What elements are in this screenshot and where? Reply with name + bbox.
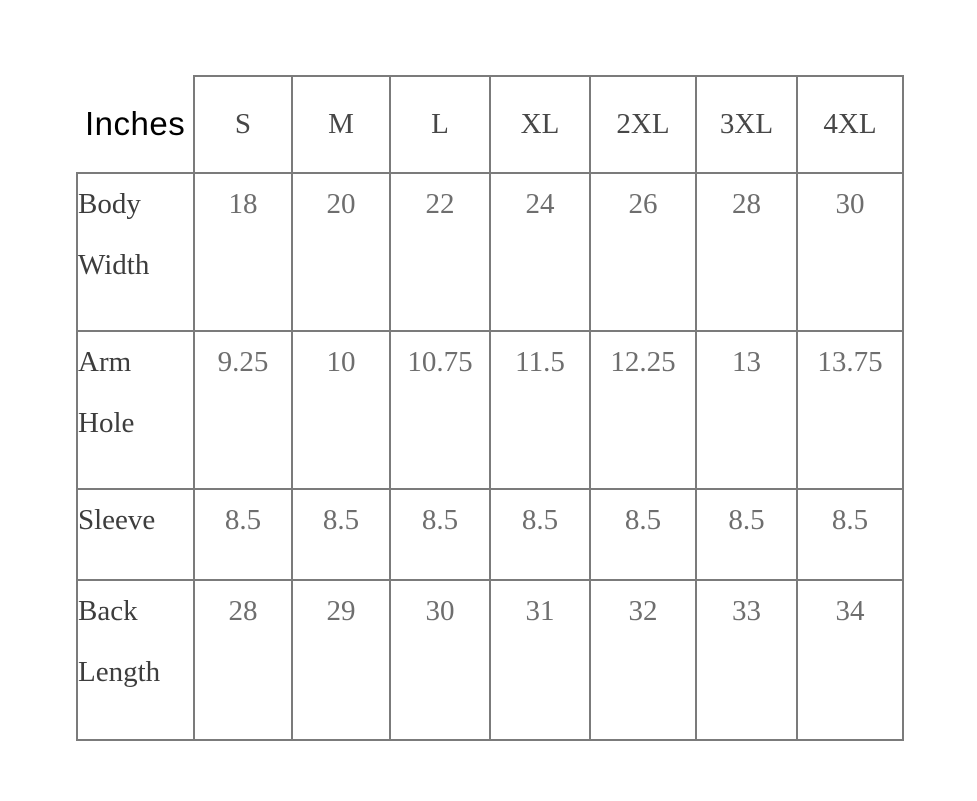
size-header-4xl: 4XL	[796, 75, 904, 174]
value-cell: 24	[489, 172, 591, 332]
unit-corner-cell: Inches	[77, 76, 194, 173]
value-cell: 8.5	[193, 488, 293, 581]
value-cell: 34	[796, 579, 904, 741]
value-cell: 8.5	[489, 488, 591, 581]
value-cell: 11.5	[489, 330, 591, 490]
unit-label: Inches	[85, 105, 186, 142]
table-row-sleeve: Sleeve 8.5 8.5 8.5 8.5 8.5 8.5 8.5	[76, 488, 904, 581]
size-header-s: S	[193, 75, 293, 174]
value-cell: 13	[695, 330, 798, 490]
value-cell: 8.5	[796, 488, 904, 581]
size-header-l: L	[389, 75, 491, 174]
table-row-back-length: Back Length 28 29 30 31 32 33 34	[76, 579, 904, 741]
value-cell: 31	[489, 579, 591, 741]
size-header-m: M	[291, 75, 391, 174]
value-cell: 9.25	[193, 330, 293, 490]
size-header-2xl: 2XL	[589, 75, 697, 174]
size-header-xl: XL	[489, 75, 591, 174]
value-cell: 29	[291, 579, 391, 741]
size-header-3xl: 3XL	[695, 75, 798, 174]
value-cell: 8.5	[291, 488, 391, 581]
value-cell: 30	[796, 172, 904, 332]
value-cell: 8.5	[389, 488, 491, 581]
value-cell: 28	[193, 579, 293, 741]
value-cell: 26	[589, 172, 697, 332]
value-cell: 8.5	[589, 488, 697, 581]
value-cell: 30	[389, 579, 491, 741]
value-cell: 10	[291, 330, 391, 490]
value-cell: 33	[695, 579, 798, 741]
value-cell: 8.5	[695, 488, 798, 581]
row-label-body-width: Body Width	[76, 172, 195, 332]
table-row-arm-hole: Arm Hole 9.25 10 10.75 11.5 12.25 13 13.…	[76, 330, 904, 490]
size-header-row: Inches S M L XL 2XL 3XL 4XL	[77, 75, 904, 174]
value-cell: 32	[589, 579, 697, 741]
value-cell: 22	[389, 172, 491, 332]
value-cell: 13.75	[796, 330, 904, 490]
table-row-body-width: Body Width 18 20 22 24 26 28 30	[76, 172, 904, 332]
value-cell: 18	[193, 172, 293, 332]
row-label-sleeve: Sleeve	[76, 488, 195, 581]
value-cell: 12.25	[589, 330, 697, 490]
value-cell: 20	[291, 172, 391, 332]
row-label-arm-hole: Arm Hole	[76, 330, 195, 490]
size-chart-table: Inches S M L XL 2XL 3XL 4XL Body Width 1…	[76, 75, 904, 741]
value-cell: 10.75	[389, 330, 491, 490]
value-cell: 28	[695, 172, 798, 332]
row-label-back-length: Back Length	[76, 579, 195, 741]
